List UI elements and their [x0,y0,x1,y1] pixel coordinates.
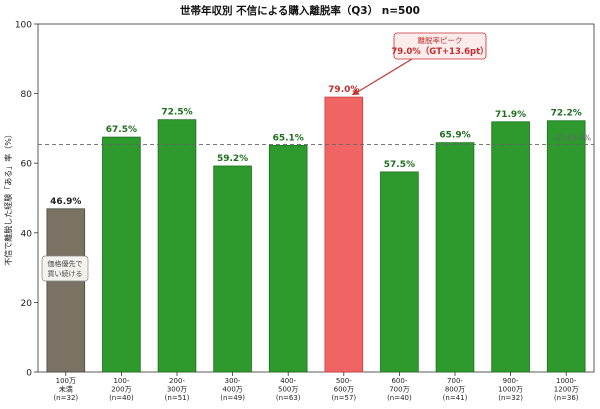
x-tick-label: 1200万 [554,386,579,394]
peak-annotation-line-2: 79.0%（GT+13.6pt） [391,46,488,57]
x-tick-label: 1000- [556,377,577,385]
bar [546,120,586,373]
x-tick-label: (n=41) [443,394,468,402]
x-tick-label: 100万 [56,377,76,385]
x-tick-label: 未満 [59,385,73,394]
bar [491,121,530,373]
x-tick-label: 300万 [167,386,187,394]
x-tick-label: (n=63) [276,394,301,402]
x-tick-label: 400万 [222,386,242,394]
peak-annotation-arrow [355,58,413,94]
bar [213,165,252,373]
bar [157,119,197,373]
x-tick-label: (n=32) [498,394,523,402]
value-label: 72.5% [161,108,192,118]
peak-annotation-arrowhead [351,88,360,96]
x-tick-label: 400- [280,377,296,385]
bar [268,145,308,373]
x-tick-label: (n=32) [53,394,78,402]
y-tick-label: 20 [21,299,33,309]
x-tick-label: 700- [447,377,463,385]
x-tick-label: 200- [169,377,185,385]
x-tick-label: 1000万 [498,386,523,394]
value-label: 65.1% [273,133,304,143]
x-tick-label: 200万 [111,386,131,394]
price-annotation-box [41,255,89,282]
x-tick-label: 600- [391,377,407,385]
value-label: 72.2% [551,109,582,119]
x-tick-label: 100- [113,377,129,385]
bar [324,96,364,373]
x-tick-label: (n=36) [554,394,579,402]
value-label: 65.9% [439,131,470,141]
peak-annotation-box [393,32,487,60]
x-tick-label: 900- [503,377,519,385]
chart-title: 世帯年収別 不信による購入離脱率（Q3） n=500 [180,4,420,17]
reference-line-label: GT 65.4% [555,133,591,142]
x-tick-label: 600万 [334,386,354,394]
value-label: 71.9% [495,110,526,120]
y-axis-label: 不信で離脱した経験「ある」率（%） [3,130,13,266]
x-tick-label: (n=51) [165,394,190,402]
x-tick-label: (n=40) [387,394,412,402]
x-tick-label: 300- [225,377,241,385]
y-tick-label: 80 [21,90,33,100]
bar [102,136,141,373]
value-label: 67.5% [106,125,137,135]
plot-frame [37,23,595,373]
x-tick-label: 800万 [445,386,465,394]
price-annotation-line-2: 買い続ける [48,269,83,278]
x-tick-label: 700万 [389,386,409,394]
y-tick-label: 40 [21,229,33,239]
bar [46,208,86,373]
bar [435,142,475,373]
y-tick-label: 0 [26,369,32,379]
peak-annotation-line-1: 離脱率ピーク [418,35,463,45]
value-label: 57.5% [384,160,415,170]
x-tick-label: (n=49) [220,394,245,402]
y-tick-label: 60 [21,160,33,170]
x-tick-label: (n=57) [331,394,356,402]
value-label: 46.9% [50,197,81,207]
price-annotation-line-1: 価格優先で [48,259,83,268]
value-label: 79.0% [328,85,359,95]
y-tick-label: 100 [15,21,32,31]
x-tick-label: (n=40) [109,394,134,402]
value-label: 59.2% [217,154,248,164]
x-tick-label: 500万 [278,386,298,394]
bar [380,171,419,373]
x-tick-label: 500- [336,377,352,385]
